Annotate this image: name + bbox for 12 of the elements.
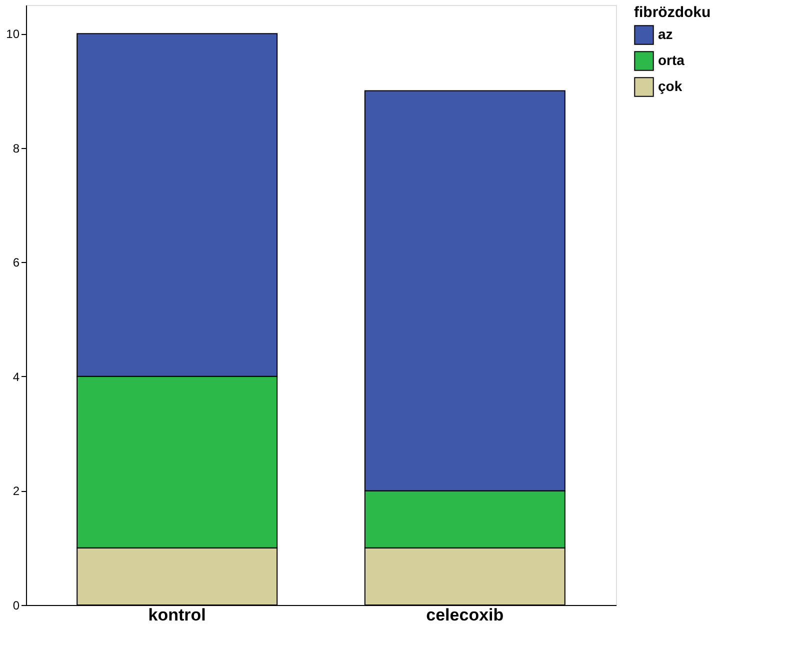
x-tick-label: kontrol [148, 606, 206, 624]
x-tick-label: celecoxib [426, 606, 504, 624]
y-tick-label: 8 [12, 141, 20, 156]
legend-label: çok [658, 78, 682, 94]
y-tick-label: 10 [6, 27, 20, 42]
y-tick-label: 2 [12, 484, 20, 498]
legend-label: az [658, 26, 673, 42]
y-tick-label: 4 [12, 370, 20, 384]
y-tick-label: 6 [12, 256, 20, 270]
y-tick-label: 0 [12, 598, 20, 612]
legend-title: fibrözdoku [634, 4, 711, 21]
legend-label: orta [658, 52, 685, 68]
